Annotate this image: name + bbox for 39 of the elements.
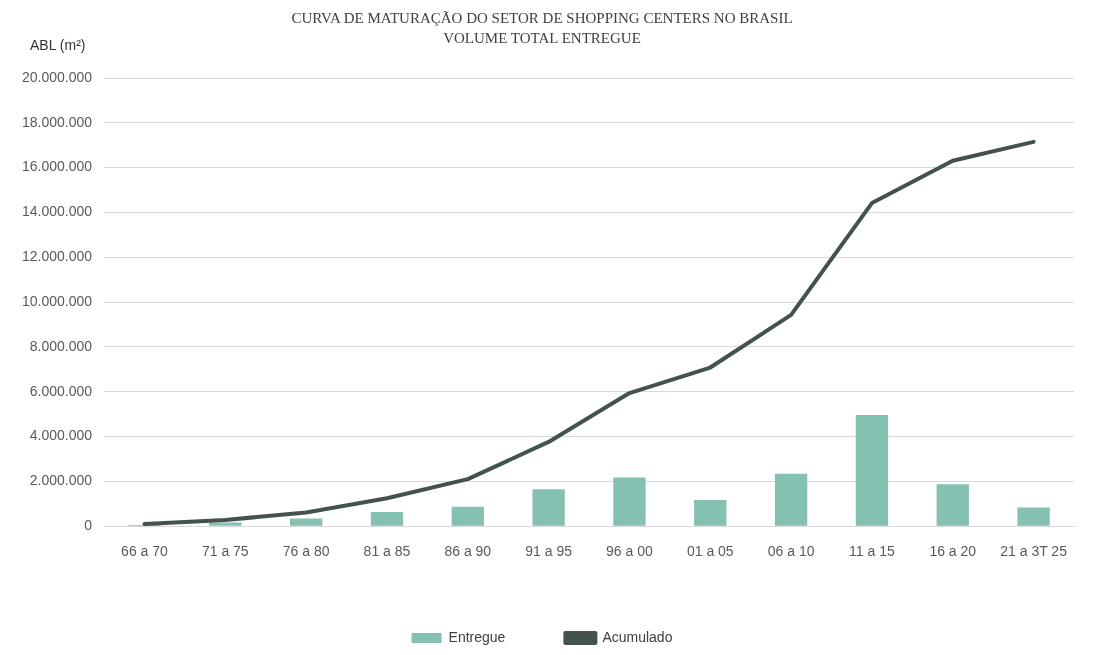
y-tick-label: 10.000.000	[21, 292, 93, 309]
bar	[936, 484, 969, 526]
legend-label: Acumulado	[602, 628, 673, 645]
y-tick-label: 12.000.000	[21, 248, 93, 265]
x-tick-label: 66 a 70	[121, 543, 169, 560]
x-tick-label: 01 a 05	[686, 543, 734, 560]
x-tick-label: 86 a 90	[444, 543, 492, 560]
x-tick-label: 21 a 3T 25	[1000, 543, 1068, 560]
y-axis-title: ABL (m²)	[30, 36, 86, 53]
bar	[289, 518, 323, 526]
y-tick-label: 4.000.000	[29, 427, 93, 444]
y-tick-label: 16.000.000	[21, 158, 93, 175]
legend-label: Entregue	[448, 628, 506, 645]
bar	[855, 415, 889, 526]
y-tick-label: 20.000.000	[21, 68, 93, 85]
x-tick-label: 71 a 75	[201, 543, 249, 560]
x-tick-label: 76 a 80	[282, 543, 330, 560]
y-tick-label: 14.000.000	[21, 203, 93, 220]
x-tick-label: 96 a 00	[606, 543, 654, 560]
bar	[613, 477, 646, 526]
bar	[370, 512, 404, 526]
y-tick-label: 8.000.000	[29, 337, 93, 354]
bar	[774, 473, 808, 526]
bar	[694, 499, 727, 526]
y-tick-label: 2.000.000	[29, 472, 93, 489]
y-tick-label: 0	[84, 517, 93, 534]
y-tick-label: 6.000.000	[29, 382, 93, 399]
bar	[451, 506, 484, 526]
bar	[532, 489, 565, 526]
x-tick-label: 91 a 95	[525, 543, 573, 560]
y-tick-label: 18.000.000	[21, 113, 93, 130]
bar	[1017, 507, 1050, 526]
x-tick-label: 81 a 85	[363, 543, 411, 560]
chart-title: CURVA DE MATURAÇÃO DO SETOR DE SHOPPING CENTERS NO BRASIL	[291, 9, 793, 26]
x-tick-label: 06 a 10	[767, 543, 815, 560]
x-tick-label: 11 a 15	[849, 543, 895, 560]
chart-subtitle: VOLUME TOTAL ENTREGUE	[443, 29, 641, 46]
bar	[209, 522, 242, 526]
x-tick-label: 16 a 20	[929, 543, 977, 560]
